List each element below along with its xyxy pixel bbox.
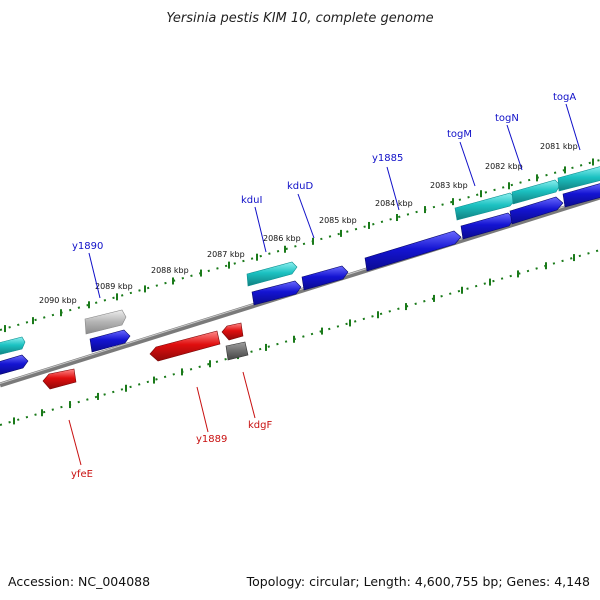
gene-label-togA: togA — [553, 92, 576, 103]
gene-label-y1889: y1889 — [196, 434, 227, 445]
cds-red-yfeE — [42, 368, 77, 390]
gene-label-y1885: y1885 — [372, 153, 403, 164]
cds-blue-left — [0, 354, 29, 375]
backbone-line — [0, 194, 600, 388]
gene-leader-line — [459, 141, 476, 187]
feature-cyan-togA — [557, 166, 600, 192]
kbp-label: 2089 kbp — [95, 282, 133, 291]
accession-text: Accession: NC_004088 — [8, 574, 150, 589]
gene-label-yfeE: yfeE — [71, 469, 93, 480]
gene-leader-line — [242, 371, 256, 419]
genome-summary-text: Topology: circular; Length: 4,600,755 bp… — [246, 574, 590, 589]
cds-blue-togN — [509, 196, 564, 225]
map-title: Yersinia pestis KIM 10, complete genome — [166, 11, 433, 26]
kbp-label: 2086 kbp — [263, 234, 301, 243]
forward-cds-track — [0, 183, 600, 375]
kbp-scale-labels: 2090 kbp 2089 kbp 2088 kbp 2087 kbp 2086… — [39, 142, 578, 305]
kbp-label: 2081 kbp — [540, 142, 578, 151]
reverse-track-dotted-line — [0, 249, 600, 426]
forward-major-ticks — [4, 158, 594, 333]
feature-cyan-left — [0, 336, 26, 355]
gene-label-y1890: y1890 — [72, 241, 103, 252]
cds-blue-y1885 — [364, 230, 462, 272]
gene-label-togN: togN — [495, 113, 519, 124]
cds-red-y1889 — [149, 330, 221, 362]
gene-leader-line — [68, 419, 82, 466]
cds-blue-y1890 — [89, 329, 131, 353]
kbp-label: 2083 kbp — [430, 181, 468, 190]
reverse-cds-track — [42, 322, 249, 390]
kbp-label: 2082 kbp — [485, 162, 523, 171]
gene-label-kdgF: kdgF — [248, 420, 272, 431]
gene-leader-line — [254, 206, 267, 253]
gene-leader-line — [506, 124, 523, 171]
gene-leader-line — [386, 166, 400, 211]
gene-leader-line — [88, 252, 101, 299]
reverse-gene-labels: yfeE y1889 kdgF — [68, 371, 272, 480]
cds-blue-kduI — [251, 280, 302, 306]
reverse-tick-track — [0, 249, 600, 426]
pseudo-gene-y1890 — [84, 309, 127, 335]
feature-cyan-togN — [511, 179, 561, 205]
gene-leader-line — [565, 103, 581, 151]
feature-cyan-kduI — [246, 261, 298, 287]
gene-label-kduD: kduD — [287, 181, 313, 192]
kbp-label: 2085 kbp — [319, 216, 357, 225]
kbp-label: 2088 kbp — [151, 266, 189, 275]
cds-red-small — [221, 322, 244, 341]
cds-blue-togA — [562, 183, 600, 208]
kbp-label: 2084 kbp — [375, 199, 413, 208]
forward-gene-labels: y1890 kduI kduD y1885 togM togN togA — [72, 92, 581, 299]
kbp-label: 2090 kbp — [39, 296, 77, 305]
gene-label-kduI: kduI — [241, 195, 262, 206]
gene-label-togM: togM — [447, 129, 472, 140]
gene-leader-line — [297, 193, 315, 239]
pseudo-gene-kdgF — [225, 341, 249, 361]
kbp-label: 2087 kbp — [207, 250, 245, 259]
forward-feature-track — [0, 166, 600, 355]
forward-tick-track — [0, 158, 600, 333]
gene-leader-line — [196, 386, 209, 433]
cds-blue-kduD — [301, 265, 349, 291]
